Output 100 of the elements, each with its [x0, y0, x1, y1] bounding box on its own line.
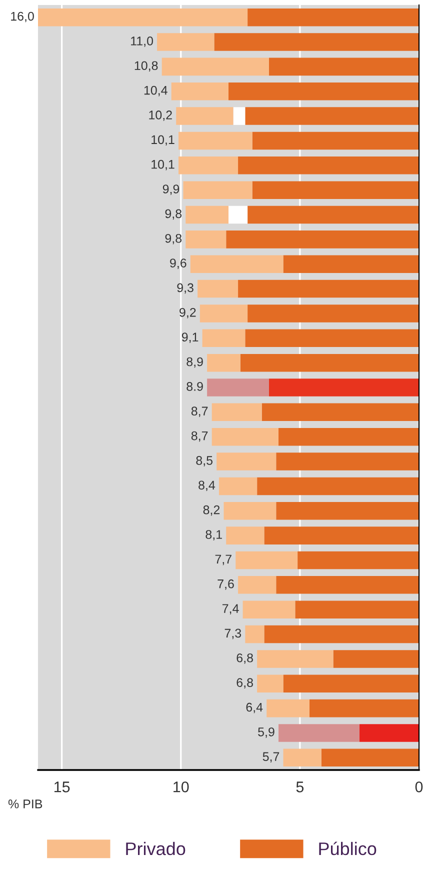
bar [233, 107, 246, 125]
bar [38, 8, 248, 26]
bar [245, 107, 419, 125]
bar [207, 378, 269, 396]
total-label: 8,7 [191, 431, 208, 442]
bar [248, 206, 419, 224]
total-label: 9,8 [165, 234, 182, 244]
x-axis-title: % PIB [8, 800, 42, 808]
total-label: 9,3 [177, 283, 194, 294]
bar [257, 477, 419, 496]
bar [212, 428, 279, 446]
bar [321, 748, 419, 767]
bar [200, 304, 248, 322]
x-tick-label: 5 [296, 782, 304, 792]
total-label: 8,4 [198, 480, 216, 492]
bar [190, 255, 284, 273]
bar [226, 230, 419, 248]
total-label: 5,9 [258, 727, 274, 738]
total-label: 9,8 [165, 209, 182, 220]
x-tick-label: 10 [174, 782, 189, 792]
bar [228, 82, 419, 100]
total-label: 10,2 [149, 110, 172, 121]
bar [252, 132, 419, 150]
total-label: 10,1 [152, 135, 174, 146]
bar [276, 452, 419, 470]
bar [268, 58, 419, 76]
bar [262, 403, 419, 422]
bar [207, 354, 240, 372]
bar [245, 329, 419, 348]
bar [298, 551, 419, 570]
bar [245, 625, 264, 644]
bar [309, 699, 419, 718]
bar [264, 526, 419, 544]
total-label: 9,1 [182, 332, 198, 343]
bar [214, 33, 419, 51]
bar [240, 354, 419, 372]
bar [242, 600, 296, 618]
total-label: 10,4 [144, 86, 168, 96]
bar [252, 181, 419, 199]
total-label: 7,7 [215, 554, 232, 566]
bar [276, 576, 419, 594]
total-label: 10,8 [134, 61, 158, 72]
bar [212, 403, 262, 422]
total-label: 6,8 [236, 653, 253, 664]
x-tick-label: 0 [415, 782, 423, 792]
total-label: 8,1 [206, 530, 222, 540]
bar [228, 206, 248, 224]
bar [226, 526, 264, 544]
bar [264, 625, 419, 644]
bar [176, 107, 234, 125]
bar [178, 132, 252, 150]
total-label: 8,5 [196, 456, 212, 466]
bar [186, 206, 228, 224]
bar [276, 502, 419, 520]
bar [283, 255, 419, 273]
bar [202, 329, 246, 348]
bar [268, 378, 419, 396]
bar [162, 58, 269, 76]
total-label: 7,3 [224, 628, 242, 640]
bar [278, 428, 419, 446]
total-label: 6,4 [246, 702, 263, 714]
bar [218, 477, 258, 496]
bar [266, 699, 310, 718]
bar [283, 748, 322, 767]
bar [238, 156, 419, 174]
total-label: 8,2 [203, 505, 220, 516]
bar [198, 280, 238, 298]
total-label: 8.9 [186, 382, 203, 391]
total-label: 8,7 [191, 406, 208, 418]
bar [171, 82, 228, 100]
bar [278, 724, 360, 742]
bar [236, 551, 298, 570]
bar [295, 600, 419, 618]
total-label: 11,0 [131, 36, 154, 47]
total-label: 6,8 [236, 678, 253, 688]
bar [248, 304, 419, 322]
total-label: 9,6 [170, 258, 186, 269]
bar [157, 33, 214, 51]
bar [283, 674, 419, 693]
bar [183, 181, 252, 199]
total-label: 5,7 [262, 752, 280, 762]
legend-label: Privado [126, 842, 186, 856]
total-label: 8,9 [186, 357, 203, 368]
bar [238, 280, 419, 298]
x-tick-label: 15 [54, 782, 70, 792]
bar [186, 230, 226, 248]
total-label: 16,0 [11, 12, 34, 22]
bar [216, 452, 276, 470]
bar [333, 650, 419, 668]
legend-label: Público [319, 842, 376, 856]
bar [248, 8, 419, 26]
total-label: 10,1 [152, 160, 174, 170]
total-label: 9,9 [162, 184, 180, 195]
total-label: 7,4 [222, 604, 239, 614]
bar [257, 674, 284, 693]
bar [257, 650, 334, 668]
total-label: 9,2 [180, 308, 196, 318]
bar [178, 156, 238, 174]
total-label: 7,6 [218, 579, 234, 590]
bar [224, 502, 276, 520]
